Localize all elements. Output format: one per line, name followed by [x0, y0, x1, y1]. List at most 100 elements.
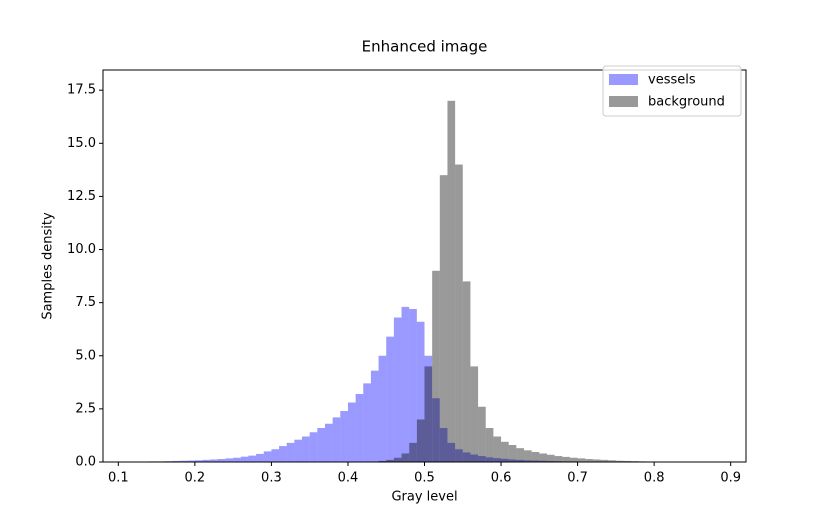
histogram-bar — [409, 442, 417, 462]
histogram-bar — [439, 428, 448, 462]
histogram-bar — [615, 460, 624, 462]
histogram-bar — [623, 460, 632, 462]
x-tick-label: 0.8 — [644, 471, 665, 486]
histogram-bar — [378, 460, 387, 462]
histogram-bar — [546, 454, 555, 462]
y-axis-label: Samples density — [41, 212, 56, 320]
histogram-bar — [546, 460, 555, 462]
axes: 0.1 0.2 0.3 0.4 0.5 0.6 0.7 0.8 0.9 0.0 2.5 5.0 7.5 1… — [67, 69, 747, 486]
histogram-bar — [386, 459, 394, 462]
histogram-bar — [524, 450, 532, 462]
histogram-bar — [401, 306, 410, 462]
histogram-bar — [347, 402, 356, 462]
histogram-bar — [485, 428, 494, 462]
legend-swatch — [609, 74, 638, 85]
histogram-bar — [531, 452, 540, 462]
y-tick-label: 15.0 — [67, 136, 96, 151]
histogram-bar — [324, 423, 333, 462]
histogram-bar — [409, 309, 417, 462]
histogram-bar — [370, 370, 379, 462]
histogram-bar — [600, 459, 609, 462]
histogram-bar — [531, 460, 540, 462]
histogram-bar — [524, 460, 532, 462]
histogram-bar — [263, 451, 272, 462]
histogram-bar — [355, 394, 364, 462]
chart-title: Enhanced image — [362, 38, 488, 56]
histogram-bar — [340, 411, 348, 462]
histogram-bar — [286, 442, 295, 462]
histogram-bar — [432, 270, 440, 462]
histogram-bar — [210, 459, 218, 462]
histogram-bar — [424, 366, 433, 462]
y-tick-label: 7.5 — [75, 295, 96, 310]
histogram-bar — [455, 164, 463, 462]
x-tick-label: 0.7 — [567, 471, 588, 486]
histogram-bar — [194, 460, 203, 462]
x-tick-label: 0.1 — [108, 471, 129, 486]
histogram-bar — [271, 449, 280, 462]
x-tick-label: 0.3 — [261, 471, 282, 486]
histogram-bar — [462, 452, 471, 462]
histogram-bar — [233, 457, 241, 462]
legend-label: vessels — [648, 73, 696, 88]
histogram-bar — [485, 457, 494, 462]
x-tick-label: 0.6 — [491, 471, 512, 486]
legend-label: background — [648, 95, 725, 110]
x-tick-label: 0.9 — [720, 471, 741, 486]
histogram-bar — [516, 448, 525, 462]
histogram-bar — [508, 445, 517, 462]
histogram-bar — [501, 441, 509, 462]
histogram-bar — [432, 398, 440, 462]
histogram-bar — [179, 460, 188, 462]
histogram-bar — [577, 458, 586, 462]
histogram-bar — [592, 459, 601, 462]
x-tick-label: 0.4 — [338, 471, 359, 486]
histogram-bar — [217, 459, 226, 462]
histogram-bar — [248, 455, 257, 462]
histogram-bar — [562, 456, 570, 462]
histogram-bar — [302, 436, 310, 462]
legend-box — [602, 65, 742, 117]
histogram-bar — [447, 100, 456, 462]
x-tick-label: 0.2 — [185, 471, 206, 486]
y-tick-label: 10.0 — [67, 242, 96, 257]
histogram-bar — [470, 454, 479, 462]
histogram-bar — [424, 355, 433, 462]
legend-swatch — [609, 96, 638, 107]
histogram-bar — [332, 417, 341, 462]
histogram-bar — [256, 453, 264, 462]
histogram-bar — [539, 460, 547, 462]
histogram-bar — [439, 175, 448, 463]
histogram-bar — [478, 456, 486, 462]
histogram-bar — [493, 458, 502, 462]
histogram-bar — [279, 446, 287, 462]
y-tick-label: 12.5 — [67, 189, 96, 204]
histogram-bar — [309, 432, 318, 462]
bars — [118, 100, 685, 463]
y-tick-label: 2.5 — [75, 401, 96, 416]
histogram-bar — [478, 406, 486, 462]
histogram-bar — [416, 321, 425, 462]
histogram-bar — [516, 459, 525, 462]
histogram-bar — [455, 449, 463, 462]
histogram-bar — [378, 355, 387, 462]
histogram-bar — [294, 439, 303, 462]
histogram-bar — [187, 460, 195, 462]
y-tick-label: 17.5 — [67, 83, 96, 98]
legend: vessels background — [602, 65, 742, 117]
histogram-bar — [608, 460, 616, 462]
y-tick-label: 0.0 — [75, 455, 96, 470]
histogram-bar — [386, 336, 394, 462]
x-axis-label: Gray level — [391, 490, 457, 505]
histogram-bar — [585, 459, 593, 462]
histogram-bar — [569, 457, 578, 462]
histogram-bar — [493, 436, 502, 462]
histogram-bar — [393, 457, 402, 462]
histogram-bar — [225, 458, 234, 462]
histogram-bar — [554, 456, 563, 462]
histogram-bar — [401, 453, 410, 462]
histogram-bar — [240, 456, 249, 462]
histogram-bar — [202, 459, 211, 462]
histogram-bar — [539, 453, 547, 462]
